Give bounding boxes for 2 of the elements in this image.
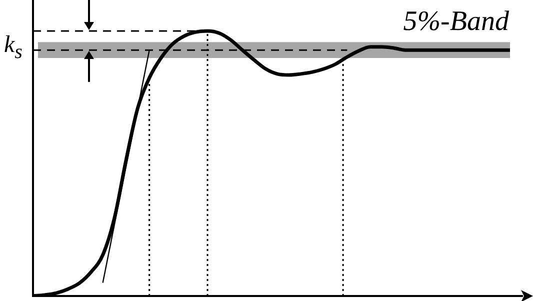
ref-line-label: k$_{s}$ bbox=[4, 32, 22, 64]
band-label: 5%-Band bbox=[403, 6, 509, 38]
